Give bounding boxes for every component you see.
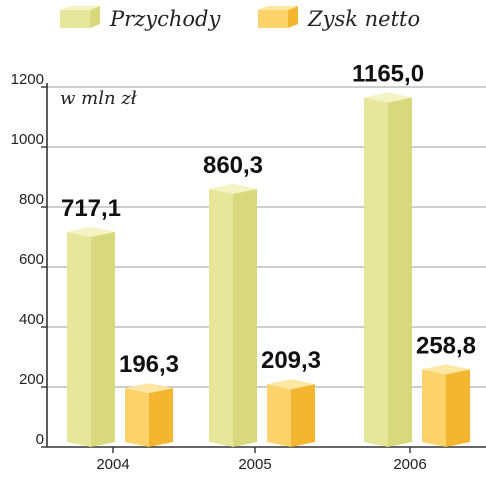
legend-swatch-zysk-netto bbox=[258, 6, 298, 28]
y-tick-label: 800 bbox=[19, 191, 44, 208]
swatch-front bbox=[60, 10, 90, 28]
bar-zysk-netto-2004-front bbox=[125, 388, 149, 447]
bar-zysk-netto-2004-side bbox=[149, 388, 173, 447]
bar-zysk-netto-2005-side bbox=[291, 384, 315, 447]
data-label: 209,3 bbox=[261, 347, 321, 374]
swatch-top bbox=[258, 6, 298, 10]
value-labels: 717,1 196,3 860,3 209,3 1165,0 258,8 bbox=[61, 61, 476, 379]
grid-lines bbox=[47, 86, 486, 388]
bar-przychody-2004-front bbox=[67, 231, 91, 447]
bars bbox=[67, 92, 470, 447]
legend-swatch-przychody bbox=[60, 6, 100, 28]
bar-zysk-netto-2006-top bbox=[422, 364, 470, 375]
data-label: 1165,0 bbox=[352, 61, 424, 88]
y-tick-label: 1000 bbox=[11, 131, 44, 148]
bar-przychody-2006-front bbox=[364, 97, 388, 447]
legend-label-zysk-netto: Zysk netto bbox=[307, 7, 420, 31]
y-tick-label: 400 bbox=[19, 311, 44, 328]
swatch-side bbox=[90, 6, 100, 28]
y-tick-label: 1200 bbox=[11, 71, 44, 88]
swatch-front bbox=[258, 10, 288, 28]
bar-przychody-2006-top bbox=[364, 92, 412, 103]
bar-przychody-2005-side bbox=[233, 188, 257, 447]
bar-przychody-2004-side bbox=[91, 231, 115, 447]
legend-label-przychody: Przychody bbox=[109, 7, 221, 31]
legend-item-zysk-netto: Zysk netto bbox=[258, 6, 420, 31]
bar-zysk-netto-2005-front bbox=[267, 384, 291, 447]
bar-przychody-2005-front bbox=[209, 188, 233, 447]
x-tick-label: 2006 bbox=[393, 456, 426, 473]
x-tick-label: 2005 bbox=[238, 456, 271, 473]
bar-zysk-netto-2006-front bbox=[422, 369, 446, 447]
bar-zysk-netto-2005 bbox=[267, 379, 315, 447]
bar-przychody-2006 bbox=[364, 92, 412, 447]
axes: 0 200 400 600 800 1000 1200 2004 2005 2006 bbox=[11, 71, 486, 473]
bar-zysk-netto-2004-top bbox=[125, 383, 173, 394]
bar-przychody-2005 bbox=[209, 183, 257, 447]
unit-label: w mln zł bbox=[60, 88, 137, 109]
swatch-side bbox=[288, 6, 298, 28]
swatch-top bbox=[60, 6, 100, 10]
data-label: 860,3 bbox=[203, 152, 263, 179]
legend-item-przychody: Przychody bbox=[60, 6, 221, 31]
data-label: 258,8 bbox=[416, 332, 476, 359]
y-tick-label: 0 bbox=[36, 431, 44, 448]
bar-przychody-2004-top bbox=[67, 226, 115, 237]
data-label: 196,3 bbox=[119, 351, 179, 378]
legend: Przychody Zysk netto bbox=[60, 6, 420, 31]
bar-zysk-netto-2006 bbox=[422, 364, 470, 447]
y-tick-label: 600 bbox=[19, 251, 44, 268]
bar-przychody-2004 bbox=[67, 226, 115, 447]
bar-przychody-2006-side bbox=[388, 97, 412, 447]
x-tick-label: 2004 bbox=[96, 456, 129, 473]
y-tick-label: 200 bbox=[19, 371, 44, 388]
bar-zysk-netto-2005-top bbox=[267, 379, 315, 390]
bar-przychody-2005-top bbox=[209, 183, 257, 194]
bar-zysk-netto-2006-side bbox=[446, 369, 470, 447]
bar-zysk-netto-2004 bbox=[125, 383, 173, 447]
data-label: 717,1 bbox=[61, 195, 121, 222]
